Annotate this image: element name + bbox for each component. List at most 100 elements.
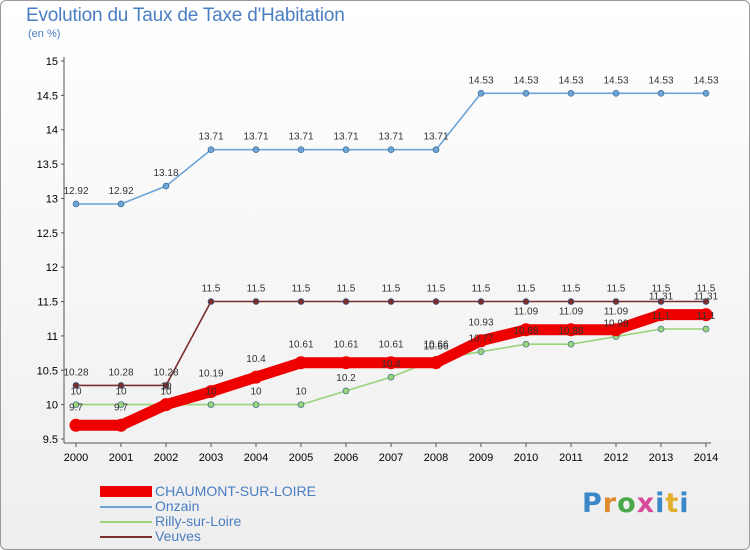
data-point: [162, 182, 170, 190]
data-label: 10.19: [198, 369, 223, 380]
data-point: [339, 356, 353, 370]
data-label: 11.5: [697, 284, 716, 295]
legend-label-veuves: Veuves: [155, 528, 201, 544]
data-label: 13.71: [333, 132, 358, 143]
y-tick-label: 12.5: [37, 228, 58, 240]
data-label: 10.28: [153, 367, 178, 378]
data-point: [387, 146, 395, 153]
chart-title: Evolution du Taux de Taxe d'Habitation: [26, 5, 345, 26]
y-tick-label: 15: [46, 56, 58, 68]
data-point: [252, 401, 260, 408]
x-tick-label: 2013: [649, 452, 673, 464]
legend-swatch-rilly: [100, 521, 152, 523]
data-label: 14.53: [558, 75, 583, 86]
data-point: [564, 323, 578, 337]
y-tick-label: 13: [46, 193, 58, 205]
data-label: 11.5: [427, 284, 446, 295]
y-tick-label: 10: [46, 400, 58, 412]
data-point: [114, 418, 128, 432]
x-tick-label: 2002: [154, 452, 178, 464]
data-label: 11.5: [472, 284, 491, 295]
data-point: [297, 298, 305, 305]
x-tick-label: 2004: [244, 452, 268, 464]
line-chart: 9.5 10 10.5 11 11.5 12 12.5 13 13.5 14 14.5 15 2000 2…: [37, 56, 719, 464]
y-tick-label: 11.5: [37, 297, 58, 309]
data-point: [699, 308, 713, 322]
data-label: 11.1: [652, 311, 671, 322]
data-point: [567, 340, 575, 348]
data-point: [204, 385, 218, 399]
data-point: [657, 90, 665, 97]
data-point: [612, 90, 620, 97]
y-tick-label: 13.5: [37, 159, 58, 171]
chart-series: [69, 90, 713, 432]
x-tick-label: 2008: [424, 452, 448, 464]
data-point: [207, 401, 215, 408]
data-point: [117, 382, 125, 389]
legend-label-onzain: Onzain: [155, 498, 200, 514]
x-tick-label: 2014: [694, 452, 718, 464]
data-point: [522, 340, 530, 348]
data-label: 13.71: [423, 132, 448, 143]
y-tick-label: 14.5: [37, 90, 58, 102]
data-label: 9.7: [69, 402, 83, 413]
data-point: [72, 382, 80, 389]
data-label: 10: [205, 387, 217, 398]
data-label: 10: [250, 387, 262, 398]
data-label: 14.53: [513, 75, 538, 86]
x-tick-label: 2011: [559, 452, 583, 464]
data-label: 14.53: [603, 75, 628, 86]
logo-letter: t: [665, 488, 680, 519]
data-label: 11.1: [697, 311, 716, 322]
data-point: [207, 298, 215, 305]
data-point: [567, 90, 575, 97]
data-point: [159, 398, 173, 412]
data-label: 11.5: [292, 284, 311, 295]
logo-letter: r: [602, 488, 618, 519]
data-point: [294, 356, 308, 370]
data-point: [429, 356, 443, 370]
x-tick-label: 2007: [379, 452, 403, 464]
logo-letter: i: [655, 488, 666, 519]
data-point: [609, 323, 623, 337]
data-point: [432, 146, 440, 153]
logo-letter: o: [617, 488, 637, 519]
data-label: 10.61: [378, 340, 403, 351]
data-label: 11.09: [604, 307, 629, 318]
data-point: [702, 325, 710, 333]
data-label: 12.92: [108, 186, 133, 197]
data-label: 11.5: [337, 284, 356, 295]
data-label: 12.92: [63, 186, 88, 197]
data-point: [702, 90, 710, 97]
data-point: [519, 323, 533, 337]
x-tick-label: 2003: [199, 452, 223, 464]
data-label: 11.5: [562, 284, 581, 295]
data-label: 14.53: [468, 75, 493, 86]
x-tick-label: 2012: [604, 452, 628, 464]
data-label: 10: [115, 387, 127, 398]
data-label: 11.31: [694, 292, 719, 303]
legend-swatch-onzain: [100, 506, 152, 508]
data-label: 10: [160, 382, 172, 393]
data-label: 10.28: [108, 367, 133, 378]
x-tick-label: 2006: [334, 452, 358, 464]
data-label: 10.28: [63, 367, 88, 378]
data-point: [474, 334, 488, 348]
x-tick-label: 2001: [109, 452, 133, 464]
data-label: 11.5: [247, 284, 266, 295]
chart-axes: 9.5 10 10.5 11 11.5 12 12.5 13 13.5 14 14.5 15 2000 2…: [37, 56, 719, 464]
y-tick-label: 12: [46, 262, 58, 274]
data-label: 10.93: [468, 318, 493, 329]
data-label: 10.2: [336, 373, 356, 384]
data-label: 10: [70, 387, 82, 398]
data-label: 9.7: [114, 402, 128, 413]
data-label: 10: [160, 387, 172, 398]
data-point: [657, 325, 665, 333]
data-label: 10.61: [288, 340, 313, 351]
x-tick-label: 2009: [469, 452, 493, 464]
data-label: 10.88: [513, 326, 538, 337]
y-tick-label: 9.5: [43, 434, 58, 446]
logo-letter: x: [636, 488, 656, 519]
data-point: [657, 298, 665, 305]
